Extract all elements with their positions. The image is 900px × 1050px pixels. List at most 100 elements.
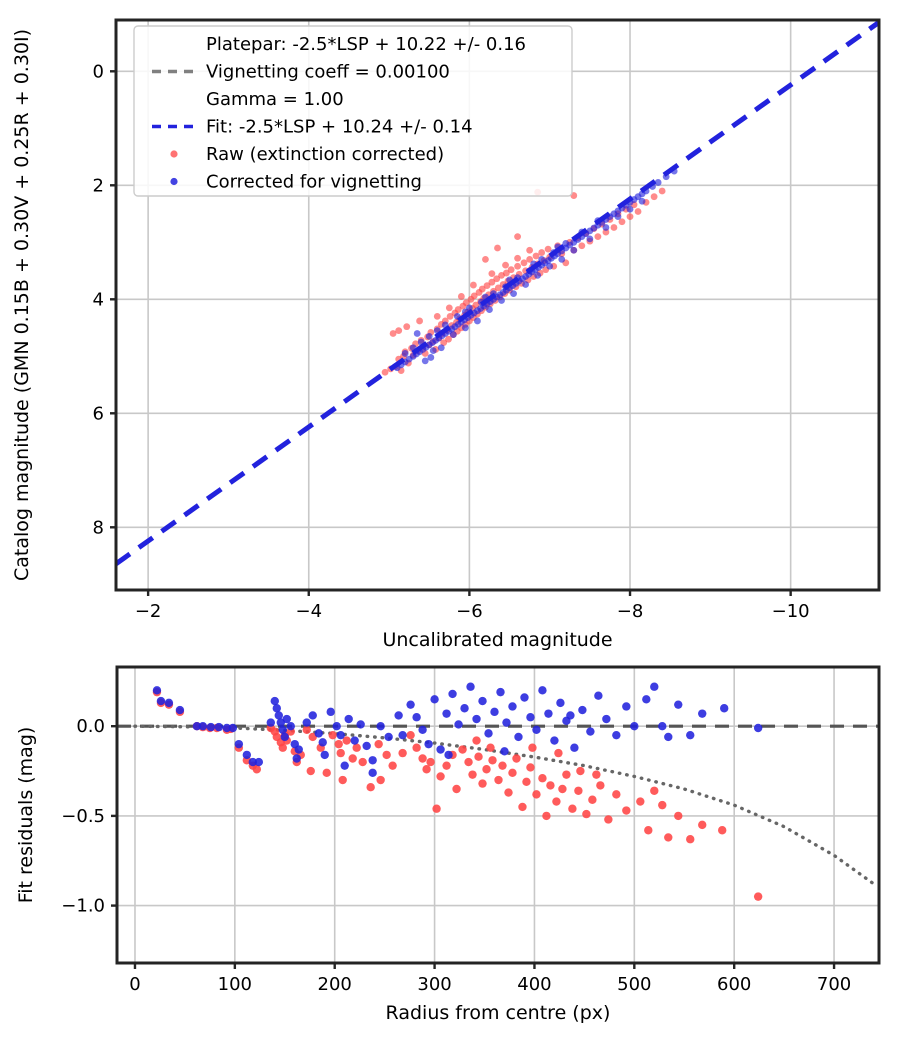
data-point [394,711,403,720]
data-point [175,705,185,715]
data-point [426,757,435,767]
data-point [558,784,567,794]
data-point [206,722,216,732]
data-point [308,711,317,720]
data-point [472,736,481,745]
y-tick-label: 8 [93,517,104,538]
legend-label: Vignetting coeff = 0.00100 [206,62,450,83]
data-point [340,761,349,770]
data-point [446,313,454,320]
data-point [368,756,377,765]
data-point [336,748,345,758]
data-point [452,784,461,794]
data-point [507,266,515,274]
data-point [526,256,534,263]
data-point [472,301,480,309]
data-point [440,339,448,347]
data-point [630,722,639,731]
data-point [644,826,653,835]
data-point [720,704,729,713]
data-point [502,269,510,277]
data-point [578,705,587,715]
x-tick-label: 0 [129,974,140,995]
data-point [482,256,489,263]
data-point [382,750,391,760]
data-point [294,745,303,754]
data-point [514,254,521,262]
data-point [486,306,493,313]
data-point [622,702,631,711]
data-point [612,790,621,799]
x-tick-label: −2 [135,601,162,622]
data-point [278,725,287,734]
data-point [546,781,555,790]
data-point [302,718,311,727]
data-point [522,777,531,787]
data-point [192,722,202,731]
data-point [384,732,393,742]
data-point [592,770,601,779]
data-point [544,245,552,253]
data-point [362,741,371,751]
data-point [538,774,547,783]
data-point [478,779,487,788]
x-tick-label: 700 [817,974,851,995]
data-point [612,730,621,740]
data-point [436,772,445,781]
legend-label: Fit: -2.5*LSP + 10.24 +/- 0.14 [206,117,473,138]
data-point [429,347,437,354]
x-axis-label: Uncalibrated magnitude [382,629,612,651]
x-tick-label: 400 [517,974,551,995]
data-point [753,723,763,733]
data-point [306,766,315,776]
y-tick-label: −1.0 [61,896,105,917]
data-point [462,299,470,307]
data-point [381,368,389,376]
data-point [445,335,452,343]
x-tick-label: −4 [295,601,322,622]
data-point [586,727,595,736]
data-point [493,275,501,283]
data-point [753,892,763,901]
data-point [234,739,244,749]
data-point [403,323,411,331]
data-point [336,730,345,740]
data-point [448,689,457,699]
data-point [552,797,561,806]
data-point [356,720,365,729]
data-point [413,330,421,337]
data-point [490,707,499,717]
data-point [500,747,509,756]
data-point [496,687,505,697]
data-point [222,723,232,733]
data-point [602,714,611,724]
data-point [470,281,477,289]
data-point [282,714,291,724]
data-point [664,732,673,742]
data-point [698,709,707,718]
data-point [526,763,535,772]
x-tick-label: 300 [417,974,451,995]
data-point [472,714,481,724]
data-point [538,249,546,256]
data-point [344,714,353,724]
x-tick-label: −6 [456,601,483,622]
data-point [266,718,275,727]
data-point [622,806,631,815]
data-point [466,682,475,691]
legend-entry: Corrected for vignetting [170,172,422,193]
data-point [252,765,262,774]
data-point [486,743,495,752]
data-point [401,350,409,357]
data-point [464,757,473,767]
data-point [270,696,279,706]
data-point [494,775,503,785]
data-point [562,240,570,247]
data-point [302,725,311,734]
data-point [468,770,477,779]
data-point [164,698,174,708]
data-point [568,804,577,813]
data-point [504,788,513,797]
y-tick-label: −0.5 [61,806,105,827]
